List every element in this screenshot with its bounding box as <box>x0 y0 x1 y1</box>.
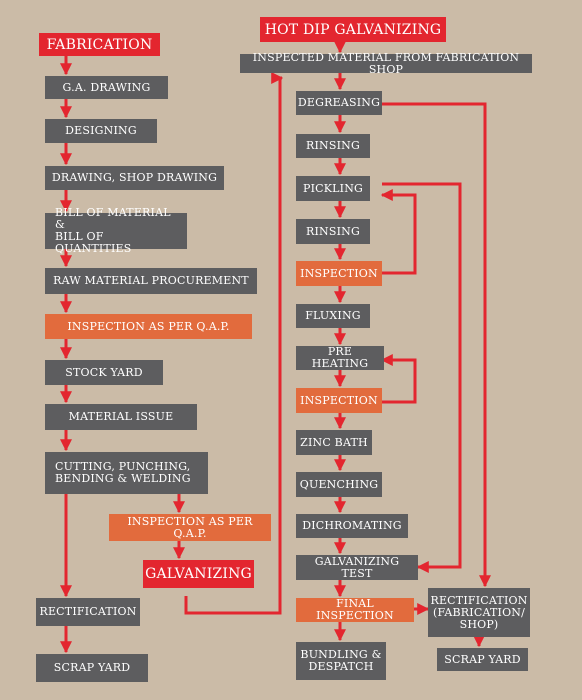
arrow-inspection1-to-pickling <box>380 189 417 275</box>
step-cutting-punching-bending-welding: CUTTING, PUNCHING, BENDING & WELDING <box>45 452 208 494</box>
step-zinc-bath: ZINC BATH <box>296 430 372 455</box>
step-degreasing: DEGREASING <box>296 91 382 115</box>
step-designing: DESIGNING <box>45 119 157 143</box>
step-scrap-yard-right: SCRAP YARD <box>437 648 528 671</box>
step-galvanizing-test: GALVANIZING TEST <box>296 555 418 580</box>
inspection-qap-1: INSPECTION AS PER Q.A.P. <box>45 314 252 339</box>
final-inspection: FINAL INSPECTION <box>296 598 414 622</box>
inspection-2: INSPECTION <box>296 388 382 413</box>
step-bundling-despatch: BUNDLING & DESPATCH <box>296 642 386 680</box>
arrow-galvanizing-to-hdg <box>184 72 284 615</box>
hot-dip-galvanizing-title: HOT DIP GALVANIZING <box>260 17 446 42</box>
step-material-issue: MATERIAL ISSUE <box>45 404 197 430</box>
step-scrap-yard: SCRAP YARD <box>36 654 148 682</box>
galvanizing-label: GALVANIZING <box>143 560 254 588</box>
step-quenching: QUENCHING <box>296 472 382 497</box>
step-pickling: PICKLING <box>296 176 370 201</box>
inspection-1: INSPECTION <box>296 261 382 286</box>
step-raw-material-procurement: RAW MATERIAL PROCUREMENT <box>45 268 257 294</box>
step-bill-of-material: BILL OF MATERIAL & BILL OF QUANTITIES <box>45 207 187 255</box>
step-dichromating: DICHROMATING <box>296 514 408 538</box>
step-rectification-fabrication-shop: RECTIFICATION (FABRICATION/ SHOP) <box>428 588 530 637</box>
step-inspected-material: INSPECTED MATERIAL FROM FABRICATION SHOP <box>240 51 532 75</box>
arrow-degreasing-to-rectification <box>382 102 491 588</box>
step-fluxing: FLUXING <box>296 304 370 328</box>
step-stock-yard: STOCK YARD <box>45 360 163 385</box>
inspection-qap-2: INSPECTION AS PER Q.A.P. <box>109 514 271 541</box>
step-shop-drawing: DRAWING, SHOP DRAWING <box>45 166 224 190</box>
step-rinsing-2: RINSING <box>296 219 370 244</box>
step-rectification: RECTIFICATION <box>36 598 140 626</box>
fabrication-title: FABRICATION <box>39 33 160 56</box>
step-rinsing-1: RINSING <box>296 134 370 158</box>
arrow-pickling-to-galvtest <box>382 182 462 573</box>
step-pre-heating: PRE HEATING <box>296 346 384 370</box>
arrow-inspection2-to-preheating <box>380 354 417 404</box>
step-ga-drawing: G.A. DRAWING <box>45 76 168 99</box>
